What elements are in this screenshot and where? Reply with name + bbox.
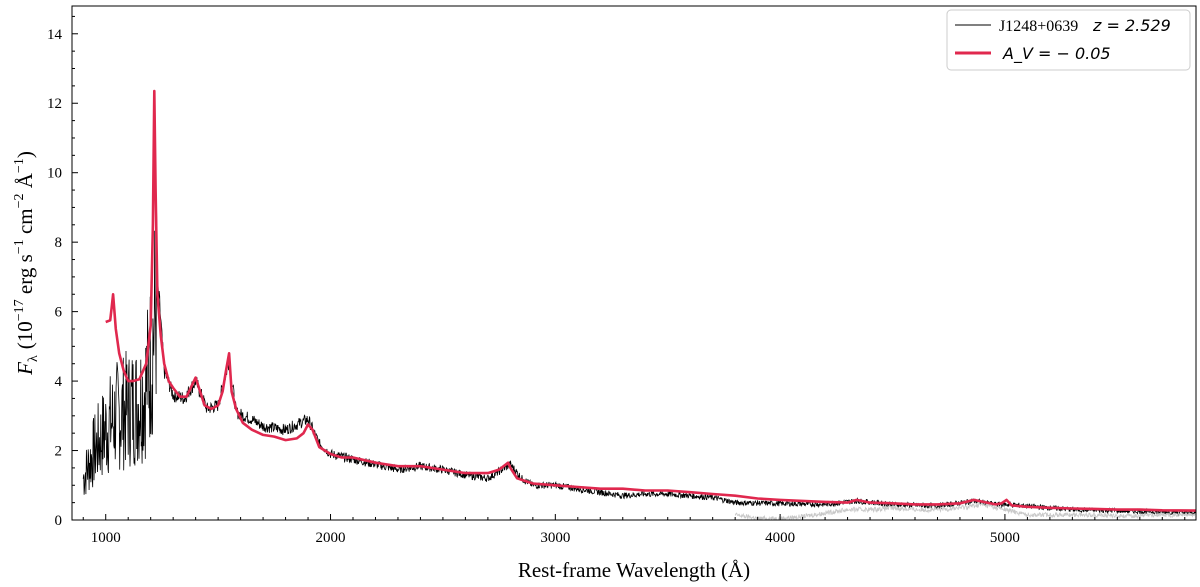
y-axis: 0 2 4 6 8 10 12 14 (47, 15, 78, 529)
x-tick-label: 4000 (765, 530, 795, 546)
y-tick-label: 12 (47, 96, 62, 112)
plot-frame (71, 5, 1197, 521)
series-line-masked-spectrum (734, 501, 1196, 520)
x-tick-label: 2000 (316, 530, 346, 546)
x-tick-label: 1000 (91, 530, 121, 546)
x-tick-label: 3000 (540, 530, 570, 546)
legend-box (946, 9, 1191, 71)
y-tick-label: 10 (47, 166, 62, 182)
legend-label-model: A_V = − 0.05 (1002, 44, 1111, 64)
y-tick-label: 8 (55, 235, 63, 251)
y-tick-label: 14 (47, 27, 63, 43)
x-axis: 1000 2000 3000 4000 5000 (82, 514, 1186, 546)
y-tick-label: 6 (55, 305, 63, 321)
spectra-layer (82, 89, 1196, 520)
x-axis-label: Rest-frame Wavelength (Å) (518, 558, 750, 582)
legend-redshift: z = 2.529 (1092, 16, 1171, 35)
series-line-model-fit (105, 89, 1196, 512)
y-tick-label: 4 (55, 374, 63, 390)
legend-label-spectrum: J1248+0639 (999, 18, 1078, 35)
legend: J1248+0639 z = 2.529 A_V = − 0.05 (946, 9, 1191, 71)
y-tick-label: 0 (55, 513, 63, 529)
x-tick-label: 5000 (990, 530, 1020, 546)
y-tick-label: 2 (55, 444, 63, 460)
y-axis-label: Fλ(10−17 erg s−1 cm−2 Å−1) (12, 151, 41, 376)
